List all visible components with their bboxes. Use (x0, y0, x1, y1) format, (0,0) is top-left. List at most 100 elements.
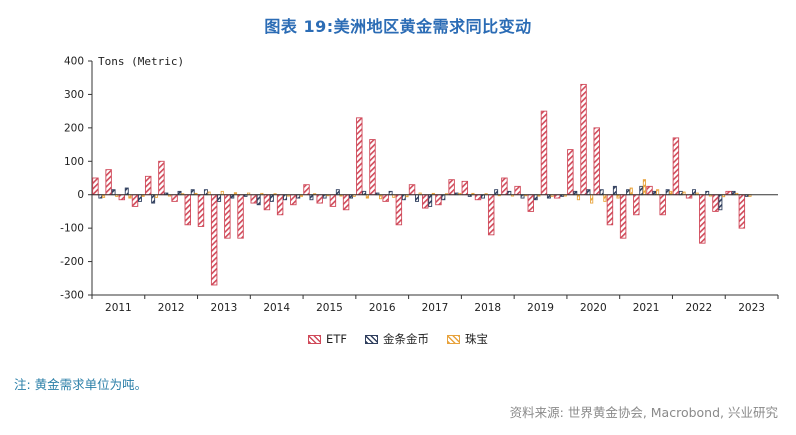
bar (461, 180, 469, 196)
bar (428, 194, 433, 207)
bar (616, 194, 620, 199)
y-tick-label: 100 (64, 156, 84, 168)
bar (177, 190, 182, 196)
legend-item-etf: ETF (308, 332, 347, 346)
y-tick-label: 0 (77, 189, 84, 201)
legend-label-bars-coins: 金条金币 (382, 332, 429, 346)
bar (593, 127, 600, 196)
series-bars-0 (92, 83, 746, 286)
bar (665, 189, 670, 196)
bar (329, 194, 337, 207)
bar (586, 189, 591, 196)
bar (171, 194, 178, 202)
bar (379, 194, 383, 200)
x-tick-label: 2021 (633, 302, 660, 314)
bar (131, 194, 139, 207)
etf-hatch-swatch-icon (308, 334, 322, 344)
bar (190, 189, 195, 196)
bar (725, 190, 732, 196)
bar (382, 194, 389, 202)
bar (105, 169, 112, 196)
bar (718, 194, 723, 211)
chart-area: -300 -200 -100 0 100 200 300 400 2011 2012 2013 201… (0, 43, 796, 331)
bar (731, 190, 736, 196)
bar (128, 194, 132, 199)
bar (342, 194, 350, 211)
bar (603, 194, 607, 202)
footnote: 注: 黄金需求单位为吨。 (14, 377, 148, 392)
bar (369, 139, 376, 196)
bar (203, 189, 208, 196)
bar (395, 194, 403, 226)
bar (111, 189, 116, 196)
bar (250, 194, 257, 204)
x-tick-label: 2012 (158, 302, 185, 314)
bar (217, 194, 222, 202)
bar (626, 189, 631, 196)
x-tick-label: 2016 (369, 302, 396, 314)
y-tick-label: -100 (60, 223, 84, 235)
x-tick-label: 2020 (580, 302, 607, 314)
bar (362, 190, 367, 196)
y-tick-label: -300 (60, 290, 84, 302)
bar (98, 194, 103, 199)
bar (659, 194, 666, 216)
legend-item-bars-coins: 金条金币 (364, 331, 429, 347)
bar (705, 190, 710, 196)
bar (349, 194, 353, 199)
legend-label-jewelry: 珠宝 (464, 332, 488, 346)
bar (738, 194, 746, 229)
x-tick-label: 2011 (105, 302, 132, 314)
bar (230, 194, 235, 199)
bar (263, 194, 271, 211)
bar (322, 194, 327, 199)
x-tick-label: 2013 (211, 302, 238, 314)
chart-svg: -300 -200 -100 0 100 200 300 400 2011 2012 2013 201… (60, 55, 779, 314)
bar (540, 110, 548, 196)
bar (303, 184, 310, 196)
bar (669, 190, 673, 196)
bar (283, 194, 288, 201)
bar (633, 194, 640, 216)
y-tick-label: -200 (60, 256, 84, 268)
bar (124, 187, 129, 196)
bar (520, 194, 525, 199)
bar (678, 190, 683, 196)
chart-legend: ETF 金条金币 珠宝 (0, 331, 796, 347)
series-bars-2 (101, 179, 752, 204)
bar (501, 177, 508, 196)
bar (365, 194, 369, 199)
bar (415, 194, 419, 202)
bar (356, 117, 363, 196)
bar (92, 177, 99, 196)
bar (642, 179, 646, 196)
bar (435, 194, 442, 206)
bar (335, 189, 340, 196)
bar (290, 194, 297, 206)
bar (184, 194, 191, 226)
jewelry-hatch-swatch-icon (446, 334, 460, 344)
bar (567, 149, 574, 196)
bar (692, 189, 696, 196)
bar (639, 185, 644, 196)
bar (652, 190, 657, 196)
bar (576, 194, 581, 201)
bar (699, 194, 706, 244)
bar (612, 185, 617, 196)
bar (210, 194, 218, 286)
bar (296, 194, 301, 199)
bar (151, 194, 156, 204)
x-tick-label: 2022 (685, 302, 712, 314)
bar (316, 194, 323, 204)
bar (276, 194, 284, 216)
bar (553, 194, 561, 199)
bar (685, 194, 693, 199)
bar (606, 194, 614, 226)
bar (656, 189, 660, 196)
y-tick-label: 300 (64, 89, 84, 101)
y-tick-label: 400 (64, 56, 84, 68)
bar (388, 190, 393, 196)
bar (197, 194, 205, 227)
bar (441, 194, 446, 201)
